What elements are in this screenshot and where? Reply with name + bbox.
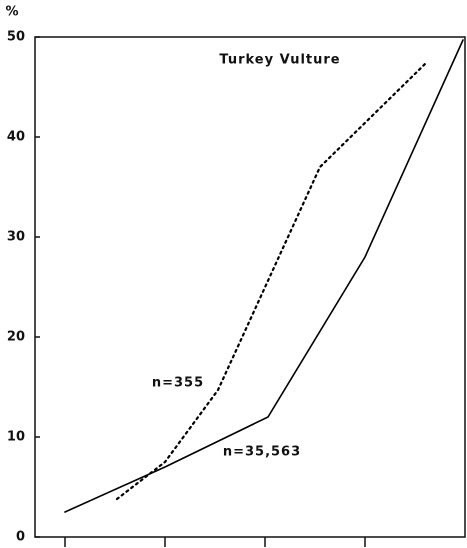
chart-title: Turkey Vulture [219,53,340,68]
y-axis-label: % [5,5,18,20]
plot-frame [34,36,466,538]
y-tick-label: 30 [7,230,25,245]
data-line [115,62,427,501]
y-tick-label: 40 [7,130,25,145]
data-line [64,39,464,513]
y-tick-label: 50 [7,30,25,45]
annotation: n=35,563 [223,445,301,460]
y-tick-label: 10 [7,430,25,445]
y-tick-label: 0 [16,530,25,545]
annotation: n=355 [152,376,204,391]
y-tick-label: 20 [7,330,25,345]
